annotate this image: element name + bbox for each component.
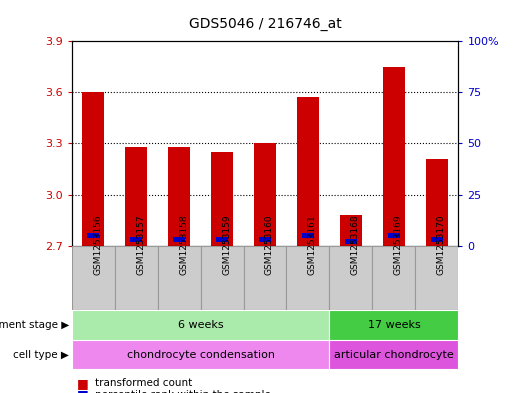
Bar	[340, 215, 361, 246]
FancyBboxPatch shape	[200, 246, 243, 310]
Text: development stage ▶: development stage ▶	[0, 320, 69, 330]
Text: GSM1253158: GSM1253158	[179, 214, 188, 275]
Text: articular chondrocyte: articular chondrocyte	[334, 350, 454, 360]
Text: GSM1253159: GSM1253159	[222, 214, 231, 275]
Bar	[211, 152, 233, 246]
Text: 6 weeks: 6 weeks	[178, 320, 223, 330]
Text: GSM1253161: GSM1253161	[308, 214, 317, 275]
Text: ■: ■	[77, 376, 89, 390]
FancyBboxPatch shape	[330, 310, 458, 340]
Bar	[383, 67, 405, 246]
Text: GSM1253156: GSM1253156	[93, 214, 102, 275]
Bar	[426, 159, 448, 246]
Text: cell type ▶: cell type ▶	[13, 350, 69, 360]
Text: GSM1253160: GSM1253160	[265, 214, 274, 275]
Bar	[130, 237, 142, 242]
FancyBboxPatch shape	[114, 246, 157, 310]
Bar	[173, 237, 185, 242]
FancyBboxPatch shape	[330, 340, 458, 369]
FancyBboxPatch shape	[157, 246, 200, 310]
Bar	[254, 143, 276, 246]
Bar	[259, 237, 271, 242]
Text: 17 weeks: 17 weeks	[368, 320, 420, 330]
FancyBboxPatch shape	[416, 246, 458, 310]
Text: GSM1253169: GSM1253169	[394, 214, 403, 275]
FancyBboxPatch shape	[72, 246, 114, 310]
FancyBboxPatch shape	[243, 246, 287, 310]
Text: chondrocyte condensation: chondrocyte condensation	[127, 350, 275, 360]
Text: ■: ■	[77, 388, 89, 393]
Bar	[297, 97, 319, 246]
Bar	[82, 92, 104, 246]
Bar	[431, 237, 443, 242]
FancyBboxPatch shape	[330, 246, 373, 310]
Text: GSM1253168: GSM1253168	[351, 214, 360, 275]
Bar	[345, 239, 357, 244]
Text: GSM1253170: GSM1253170	[437, 214, 446, 275]
Bar	[388, 233, 400, 238]
Text: transformed count: transformed count	[95, 378, 192, 388]
Bar	[87, 233, 99, 238]
Bar	[169, 147, 190, 246]
Bar	[216, 237, 228, 242]
Text: GSM1253157: GSM1253157	[136, 214, 145, 275]
Text: GDS5046 / 216746_at: GDS5046 / 216746_at	[189, 17, 341, 31]
Bar	[125, 147, 147, 246]
Bar	[302, 233, 314, 238]
FancyBboxPatch shape	[373, 246, 416, 310]
FancyBboxPatch shape	[287, 246, 330, 310]
Text: percentile rank within the sample: percentile rank within the sample	[95, 390, 271, 393]
FancyBboxPatch shape	[72, 340, 330, 369]
FancyBboxPatch shape	[72, 310, 330, 340]
